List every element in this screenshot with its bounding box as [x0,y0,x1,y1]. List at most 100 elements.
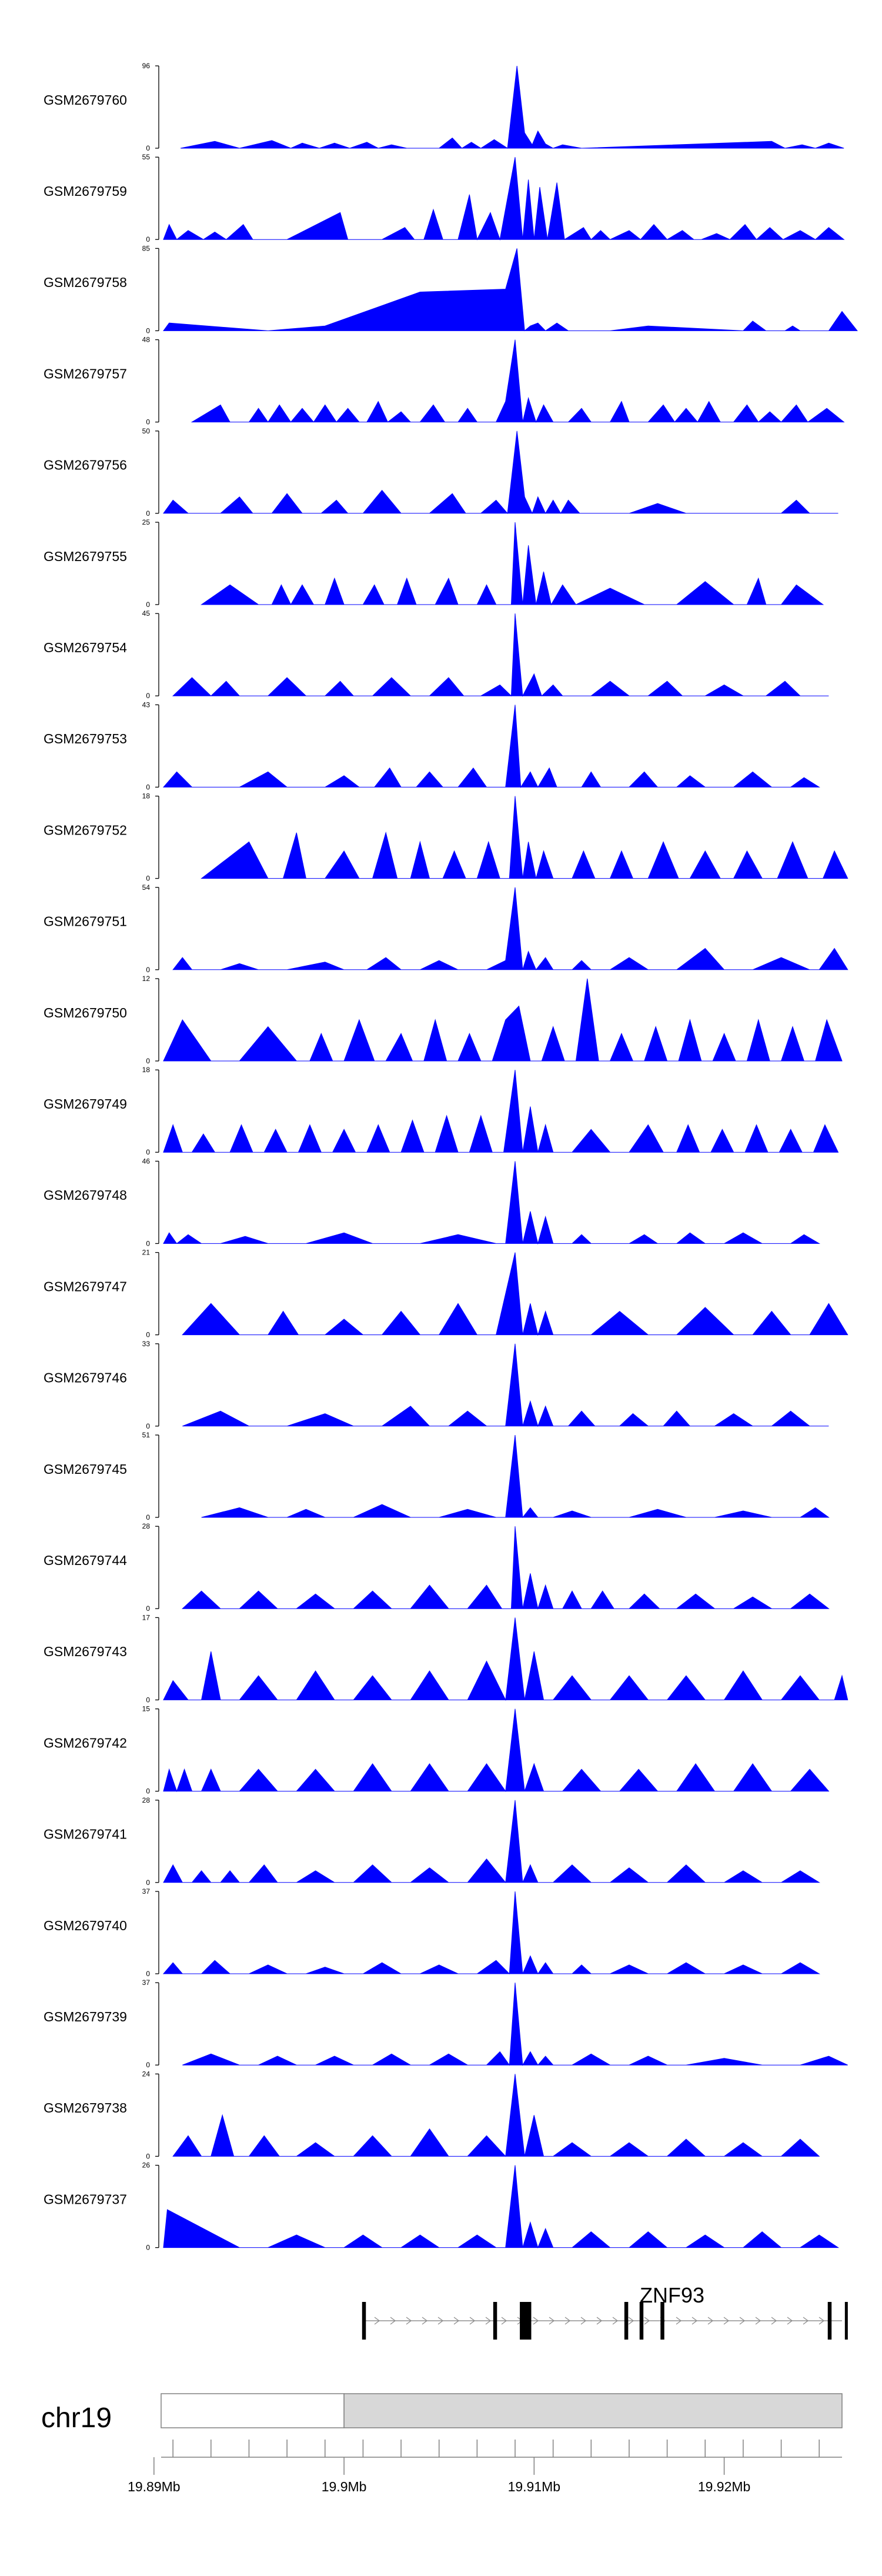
track-label: GSM2679746 [44,1370,127,1386]
track-ymin-label: 0 [146,1422,150,1430]
coverage-area [181,65,844,149]
track-ymin-label: 0 [146,1513,150,1521]
chromosome-ideogram: chr19 [41,2393,843,2434]
track-ymax-label: 26 [142,2161,151,2170]
coverage-area [191,339,845,423]
strand-arrow [501,2317,507,2325]
strand-arrow [390,2317,396,2325]
gene-label: ZNF93 [640,2283,704,2307]
coverage-track: GSM2679751 54 0 [44,883,848,974]
track-ymin-label: 0 [146,966,150,974]
gene-exon [362,2302,366,2340]
track-ymin-label: 0 [146,1696,150,1704]
track-ymax-label: 46 [142,1157,151,1165]
track-ymin-label: 0 [146,1331,150,1339]
track-label: GSM2679745 [44,1461,127,1477]
track-ymax-label: 25 [142,518,151,526]
axis-tick-label: 19.92Mb [698,2479,751,2494]
track-ymin-label: 0 [146,692,150,700]
coverage-area [163,1800,820,1884]
strand-arrow [707,2317,714,2325]
coverage-track: GSM2679748 46 0 [44,1157,821,1247]
coverage-track: GSM2679760 96 0 [44,62,844,152]
track-ymax-label: 37 [142,1978,151,1987]
track-ymin-label: 0 [146,509,150,518]
track-ymin-label: 0 [146,600,150,609]
track-ymax-label: 96 [142,62,151,70]
track-ymax-label: 43 [142,700,151,709]
coverage-track: GSM2679742 15 0 [44,1705,830,1796]
gene-exon [493,2302,497,2340]
track-label: GSM2679752 [44,822,127,837]
coverage-area [172,613,829,697]
track-ymin-label: 0 [146,2244,150,2252]
strand-arrow [564,2317,571,2325]
track-ymax-label: 18 [142,1066,151,1074]
track-ymax-label: 33 [142,1340,151,1348]
track-label: GSM2679755 [44,549,127,564]
strand-arrow [596,2317,603,2325]
track-label: GSM2679737 [44,2191,127,2207]
track-ymin-label: 0 [146,418,150,426]
coverage-track: GSM2679759 55 0 [44,153,845,243]
coverage-track: GSM2679743 17 0 [44,1613,848,1704]
strand-arrow [533,2317,539,2325]
strand-arrow [485,2317,492,2325]
track-ymin-label: 0 [146,783,150,791]
coverage-area [162,705,820,788]
coverage-track: GSM2679740 37 0 [44,1887,821,1978]
coverage-area [163,978,843,1062]
track-ymax-label: 48 [142,336,151,344]
coverage-area [163,1070,839,1153]
track-label: GSM2679744 [44,1553,127,1568]
track-ymax-label: 18 [142,792,151,800]
gene-exon [520,2302,532,2340]
coverage-track: GSM2679738 24 0 [44,2070,820,2160]
coverage-area [201,796,848,879]
gene-exon [660,2302,664,2340]
gene-exon [827,2302,832,2340]
track-ymax-label: 54 [142,883,151,892]
strand-arrow [580,2317,587,2325]
chromosome-label: chr19 [41,2403,112,2434]
track-label: GSM2679739 [44,2009,127,2024]
coverage-area [163,157,845,241]
strand-arrow [469,2317,476,2325]
coverage-area [163,1617,848,1701]
track-ymax-label: 21 [142,1249,151,1257]
track-label: GSM2679756 [44,458,127,473]
track-ymin-label: 0 [146,875,150,883]
gene-track: ZNF93 [362,2283,848,2340]
axis-tick-label: 19.9Mb [322,2479,367,2494]
coverage-area [201,1434,830,1519]
coverage-area [163,431,838,515]
genome-axis: 19.89Mb 19.9Mb 19.91Mb 19.92Mb [128,2440,842,2494]
strand-arrow [628,2317,634,2325]
coverage-track: GSM2679757 48 0 [44,336,845,426]
coverage-area [163,1709,830,1793]
gene-exon [624,2302,629,2340]
track-label: GSM2679751 [44,914,127,929]
track-label: GSM2679757 [44,366,127,381]
strand-arrow [771,2317,777,2325]
strand-arrow [787,2317,793,2325]
track-ymax-label: 28 [142,1522,151,1530]
track-label: GSM2679753 [44,731,127,746]
track-label: GSM2679750 [44,1005,127,1020]
coverage-tracks: GSM2679760960GSM2679759550GSM2679758850G… [44,62,858,2252]
track-ymin-label: 0 [146,1878,150,1887]
coverage-track: GSM2679754 45 0 [44,609,829,700]
track-label: GSM2679741 [44,1827,127,1842]
track-ymin-label: 0 [146,144,150,152]
track-label: GSM2679758 [44,275,127,290]
coverage-track: GSM2679737 26 0 [44,2161,840,2252]
track-ymax-label: 37 [142,1887,151,1896]
strand-arrow [818,2317,825,2325]
strand-arrow [723,2317,730,2325]
coverage-track: GSM2679753 43 0 [44,700,820,791]
track-label: GSM2679748 [44,1187,127,1203]
strand-arrow [676,2317,682,2325]
coverage-track: GSM2679746 33 0 [44,1340,829,1430]
strand-arrow [755,2317,761,2325]
